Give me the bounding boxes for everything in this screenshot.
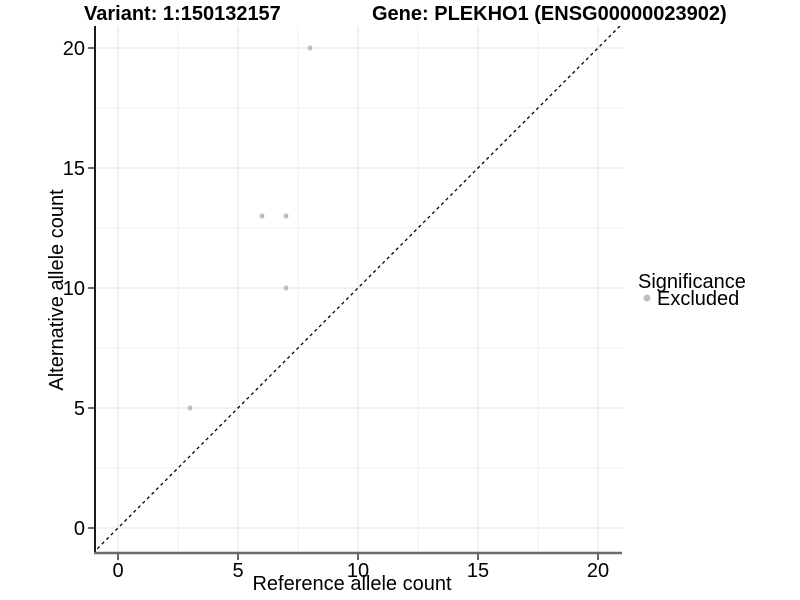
legend-key-point-icon (643, 294, 651, 302)
x-tick-label: 0 (112, 560, 123, 582)
data-point (307, 45, 313, 51)
y-tick-label: 20 (63, 38, 85, 60)
data-point (259, 213, 265, 219)
y-axis-label: Alternative allele count (46, 189, 68, 391)
y-axis-ticks: 0 5 10 15 20 (63, 38, 94, 540)
data-point (283, 285, 289, 291)
legend: Significance Excluded (638, 271, 746, 310)
data-point (187, 405, 193, 411)
x-tick-label: 15 (467, 560, 489, 582)
x-tick-label: 5 (232, 560, 243, 582)
x-tick-label: 20 (587, 560, 609, 582)
x-axis-label: Reference allele count (252, 573, 451, 595)
gridlines-major (94, 26, 622, 552)
y-tick-label: 5 (74, 398, 85, 420)
x-axis-ticks: 0 5 10 15 20 (112, 554, 609, 582)
y-tick-label: 10 (63, 278, 85, 300)
legend-title: Significance (638, 271, 746, 293)
data-points (187, 45, 313, 411)
plot-title-variant: Variant: 1:150132157 (84, 3, 281, 25)
legend-item-label: Excluded (657, 288, 739, 310)
data-point (283, 213, 289, 219)
y-tick-label: 0 (74, 518, 85, 540)
plot-title-gene: Gene: PLEKHO1 (ENSG00000023902) (372, 3, 727, 25)
y-tick-label: 15 (63, 158, 85, 180)
x-tick-label: 10 (347, 560, 369, 582)
